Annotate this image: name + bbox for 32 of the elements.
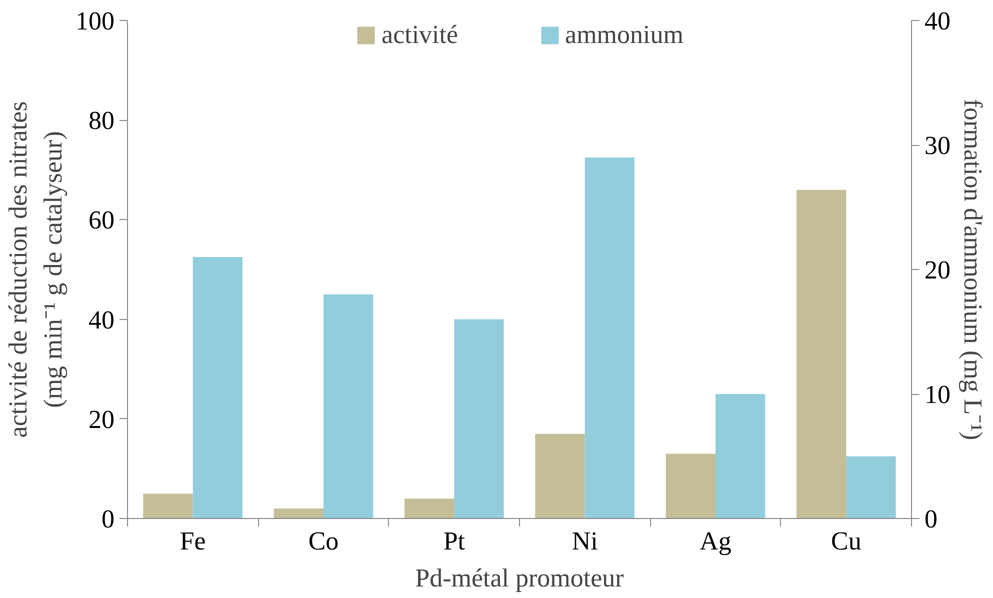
y-tick-label: 100 xyxy=(76,6,114,36)
y-axis-title: activité de réduction des nitrates (mg min⁻¹ g de catalyseur) xyxy=(4,101,68,438)
y2-tick-label: 0 xyxy=(924,504,938,534)
y2-tick-label: 20 xyxy=(924,256,950,284)
y-tick-label: 20 xyxy=(88,404,114,434)
x-axis-title: Pd-métal promoteur xyxy=(415,564,624,592)
x-tick-label: Ag xyxy=(700,526,732,556)
bar xyxy=(192,257,242,518)
y2-tick-label: 10 xyxy=(924,380,950,409)
bar xyxy=(324,294,374,518)
bar xyxy=(846,456,896,518)
bar xyxy=(535,434,585,518)
y2-axis-title: formation d'ammonium (mg L⁻¹) xyxy=(958,98,988,440)
y-tick-label: 60 xyxy=(88,206,114,235)
y2-tick-label: 30 xyxy=(924,131,950,160)
bar xyxy=(584,157,634,518)
y-tick-label: 0 xyxy=(102,504,114,534)
bar xyxy=(454,319,504,518)
bar xyxy=(274,508,324,518)
x-tick-label: Pt xyxy=(443,526,466,556)
bar xyxy=(404,498,454,518)
bar xyxy=(143,494,193,518)
x-tick-label: Fe xyxy=(180,526,206,556)
y-tick-label: 80 xyxy=(88,106,114,136)
y2-tick-label: 40 xyxy=(924,6,950,36)
x-tick-label: Ni xyxy=(572,526,598,556)
y-tick-label: 40 xyxy=(88,305,114,334)
legend-label: ammonium xyxy=(565,20,684,50)
x-tick-label: Co xyxy=(308,526,339,556)
bar xyxy=(796,190,846,518)
legend-label: activité xyxy=(382,20,458,50)
x-tick-label: Cu xyxy=(830,526,862,556)
